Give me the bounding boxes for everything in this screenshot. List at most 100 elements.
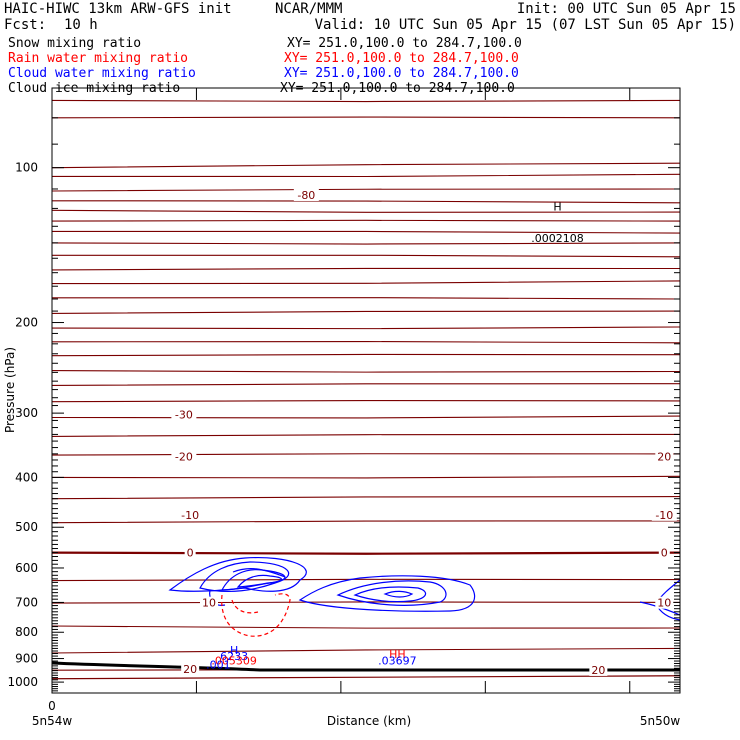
isotherm-line	[51, 383, 681, 386]
isotherm-line	[51, 353, 681, 357]
extremum-label: 6233	[220, 650, 248, 663]
contour-label-bg	[655, 596, 674, 609]
y-tick-label: 400	[15, 470, 38, 484]
contour-label: 10	[202, 597, 216, 610]
isotherm-line	[51, 188, 681, 192]
isotherm-line	[51, 297, 681, 300]
contour-label: 20	[591, 664, 605, 677]
isotherm-line	[51, 415, 681, 419]
y-axis-title: Pressure (hPa)	[3, 347, 17, 433]
isotherm-line	[51, 496, 681, 500]
x-tick-label: 0	[48, 699, 56, 713]
legend-snow-xy: XY= 251.0,100.0 to 284.7,100.0	[287, 36, 522, 51]
y-tick-label: 700	[15, 595, 38, 609]
rain-water-contours	[221, 593, 291, 637]
contour-label-bg	[651, 508, 677, 521]
isotherm-line	[51, 625, 681, 629]
isotherm-line	[51, 578, 681, 582]
temperature-labels: -80 -30 -20 20 -10 -10 0 0 10 10 20 20	[171, 188, 677, 677]
contour-label: 20	[183, 663, 197, 676]
isotherm-line	[51, 200, 681, 204]
contour-label: 20	[657, 450, 671, 463]
isotherm-line	[51, 116, 681, 119]
isotherm-line	[51, 230, 681, 234]
contour-label-bg	[655, 450, 674, 463]
isotherm-line	[51, 267, 681, 271]
y-tick-label: 500	[15, 520, 38, 534]
extremum-label: HH	[389, 648, 406, 661]
y-tick-label: 300	[15, 406, 38, 420]
title-left: HAIC-HIWC 13km ARW-GFS init	[4, 1, 232, 17]
contour-label-bg	[171, 408, 197, 421]
extremum-label: .001	[206, 658, 231, 671]
y-tick-label: 200	[15, 316, 38, 330]
isotherm-line	[51, 433, 681, 437]
isotherm-line	[51, 219, 681, 222]
contour-label: -30	[175, 409, 193, 422]
extremum-label: H	[230, 644, 238, 657]
isotherm-line	[51, 310, 681, 314]
contour-label: 0	[187, 547, 194, 560]
isotherm-line	[51, 340, 681, 344]
extremum-label: .005309	[211, 655, 257, 668]
isotherm-line	[51, 551, 681, 555]
isotherm-line	[51, 162, 681, 169]
isotherm-line	[51, 280, 681, 285]
contour-label-bg	[293, 188, 319, 201]
isotherm-line	[51, 326, 681, 330]
contour-label-bg	[171, 450, 197, 463]
x-endpoint-left: 5n54w	[32, 714, 73, 728]
isotherm-line	[51, 99, 681, 103]
init-time: Init: 00 UTC Sun 05 Apr 15	[516, 1, 736, 17]
isotherm-line	[51, 647, 681, 654]
forecast-label: Fcst:	[4, 17, 47, 33]
x-endpoint-right: 5n50w	[640, 714, 681, 728]
contour-label-bg	[589, 663, 608, 676]
legend-cloud-water-label: Cloud water mixing ratio	[8, 66, 196, 81]
x-axis-title: Distance (km)	[327, 714, 411, 728]
forecast-hours: 10 h	[64, 17, 98, 33]
contour-label-bg	[181, 662, 200, 675]
contour-label-bg	[200, 596, 218, 609]
contour-label: 10	[657, 597, 671, 610]
terrain-line	[51, 661, 680, 672]
isotherm-line	[51, 209, 681, 213]
isotherm-line	[51, 399, 681, 403]
legend-rain-label: Rain water mixing ratio	[8, 51, 189, 66]
y-tick-label: 900	[15, 652, 38, 666]
isotherm-line	[51, 475, 681, 479]
legend-snow-label: Snow mixing ratio	[8, 36, 142, 51]
temperature-contours	[51, 99, 681, 680]
isotherm-line	[51, 173, 681, 178]
isotherm-line	[51, 242, 681, 245]
legend-rain-xy: XY= 251.0,100.0 to 284.7,100.0	[284, 51, 519, 66]
isotherm-line	[51, 675, 681, 680]
isotherm-line	[51, 520, 681, 524]
isotherm-line	[51, 370, 681, 373]
contour-label: -20	[175, 450, 193, 463]
contour-label: -80	[297, 189, 315, 202]
legend-cloud-water-xy: XY= 251.0,100.0 to 284.7,100.0	[284, 66, 519, 81]
extremum-label: .0002108	[531, 232, 584, 245]
y-tick-label: 600	[15, 561, 38, 575]
isotherm-line	[51, 254, 681, 258]
contour-label-bg	[184, 546, 196, 559]
plot-border	[51, 87, 681, 694]
contour-label: -10	[181, 509, 199, 522]
contour-label: 0	[661, 547, 668, 560]
extremum-label: .03697	[378, 654, 417, 667]
extremum-label: H	[553, 201, 561, 214]
contour-label-bg	[658, 546, 670, 559]
y-tick-label: 100	[15, 161, 38, 175]
contour-label: -10	[655, 509, 673, 522]
y-tick-label: 1000	[7, 675, 38, 689]
valid-time: Valid: 10 UTC Sun 05 Apr 15 (07 LST Sun …	[314, 17, 736, 33]
y-tick-label: 800	[15, 625, 38, 639]
isotherm-line	[51, 453, 681, 456]
contour-label-bg	[177, 508, 203, 521]
cloud-water-contours	[168, 556, 681, 621]
title-center: NCAR/MMM	[275, 1, 343, 17]
